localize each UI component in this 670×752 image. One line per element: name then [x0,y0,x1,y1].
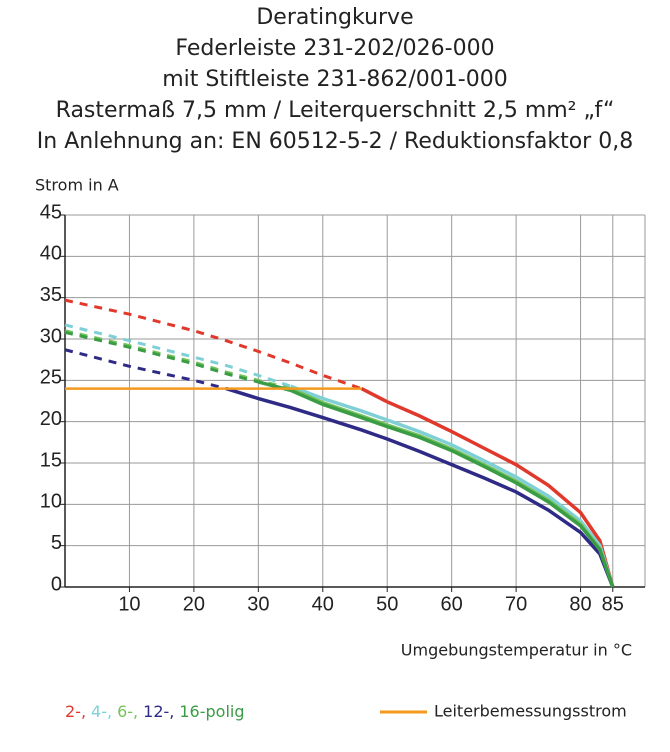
y-tick-label: 10 [40,491,62,513]
y-tick-label: 45 [40,201,62,223]
legend-label: 16-polig [179,702,244,721]
line [225,386,615,588]
x-tick-label: 85 [602,593,624,615]
y-tick-label: 35 [40,284,62,306]
line [257,380,615,588]
legend: 2-, 4-, 6-, 12-, 16-polig [65,702,244,721]
line-dashed [64,348,227,391]
x-tick-label: 70 [505,593,527,615]
legend-label: 2-, [65,702,86,721]
x-tick-label: 30 [247,593,269,615]
line [360,387,615,588]
y-tick-label: 5 [51,532,62,554]
y-tick-label: 0 [51,573,62,595]
x-tick-label: 60 [441,593,463,615]
line-dashed [64,298,362,391]
line-dashed [64,330,259,384]
line [289,384,615,588]
y-axis-label: Strom in A [35,176,119,195]
x-tick-label: 10 [118,593,140,615]
line-dashed [64,323,292,388]
x-tick-label: 40 [312,593,334,615]
y-tick-label: 25 [40,367,62,389]
y-tick-label: 30 [40,325,62,347]
legend-label: 6-, [117,702,138,721]
y-tick-label: 20 [40,408,62,430]
y-tick-label: 40 [40,243,62,265]
chart-title: Deratingkurve [256,5,413,30]
legend-label: 12-, [143,702,174,721]
y-tick-label: 15 [40,449,62,471]
chart-title: mit Stiftleiste 231-862/001-000 [162,67,507,92]
x-axis-label: Umgebungstemperatur in °C [401,641,632,660]
x-tick-label: 20 [183,593,205,615]
legend-label: Leiterbemessungsstrom [434,702,627,721]
chart-title: In Anlehnung an: EN 60512-5-2 / Reduktio… [37,129,633,154]
x-tick-label: 80 [569,593,591,615]
legend-label: 4-, [91,702,112,721]
chart-title: Federleiste 231-202/026-000 [175,36,494,61]
chart-title: Rastermaß 7,5 mm / Leiterquerschnitt 2,5… [56,98,615,123]
x-tick-label: 50 [376,593,398,615]
